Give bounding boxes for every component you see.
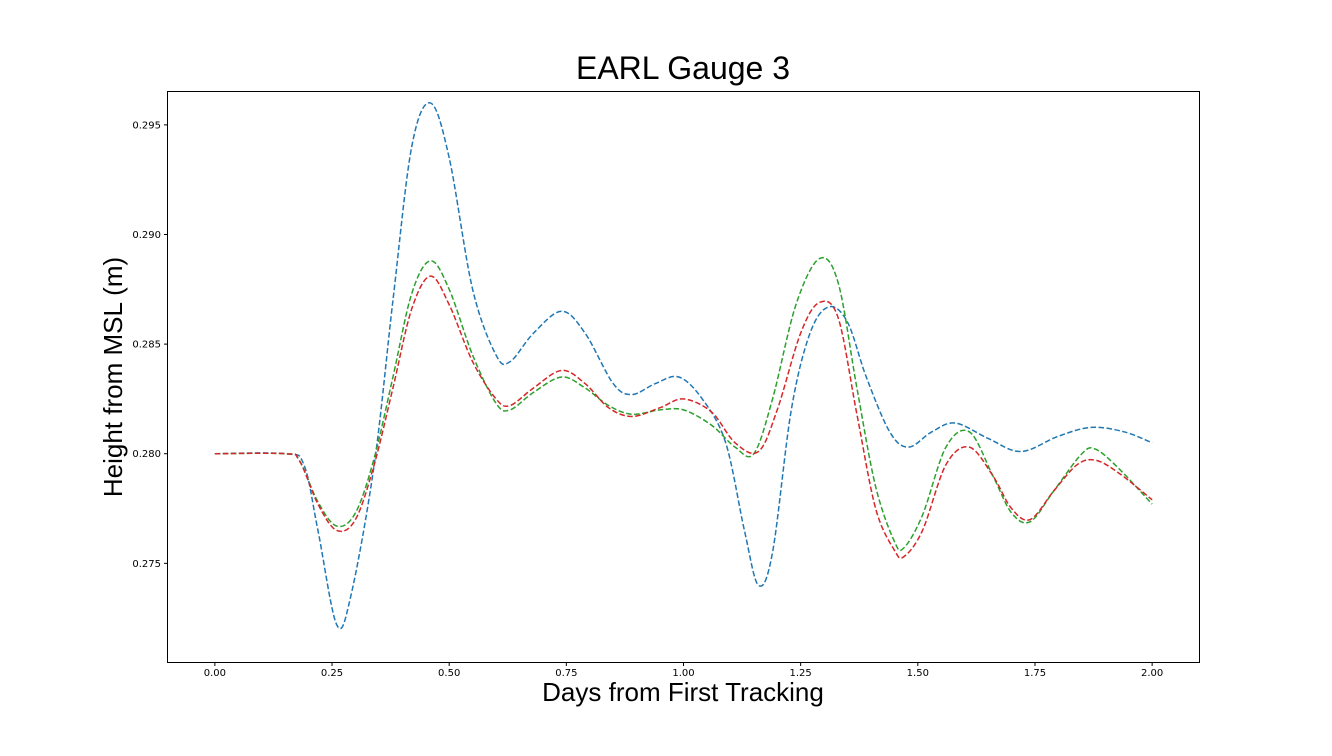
x-axis: 0.00 0.25 0.50 0.75 1.00 1.25 1.50 1.75 2.00 xyxy=(204,662,1163,679)
x-tick-label: 1.50 xyxy=(907,668,929,679)
x-tick-label: 1.75 xyxy=(1024,668,1046,679)
series-layer xyxy=(214,102,1153,630)
y-tick-label: 0.290 xyxy=(132,230,161,241)
chart-title: EARL Gauge 3 xyxy=(576,50,790,86)
series-line-blue xyxy=(214,102,1153,630)
series-line-green xyxy=(214,256,1153,552)
y-tick-label: 0.280 xyxy=(132,449,161,460)
series-line-red xyxy=(214,275,1153,560)
y-axis: 0.275 0.280 0.285 0.290 0.295 xyxy=(132,120,168,570)
y-tick-label: 0.285 xyxy=(132,340,161,351)
y-tick-label: 0.295 xyxy=(132,120,161,131)
x-tick-label: 0.00 xyxy=(204,668,226,679)
x-tick-label: 1.25 xyxy=(790,668,812,679)
x-tick-label: 0.25 xyxy=(321,668,343,679)
x-tick-label: 2.00 xyxy=(1141,668,1163,679)
x-tick-label: 0.50 xyxy=(438,668,460,679)
x-axis-label: Days from First Tracking xyxy=(542,677,824,707)
x-tick-label: 1.00 xyxy=(672,668,694,679)
x-tick-label: 0.75 xyxy=(555,668,577,679)
plot-frame xyxy=(167,91,1200,663)
y-axis-label: Height from MSL (m) xyxy=(98,257,128,497)
y-tick-label: 0.275 xyxy=(132,559,161,570)
